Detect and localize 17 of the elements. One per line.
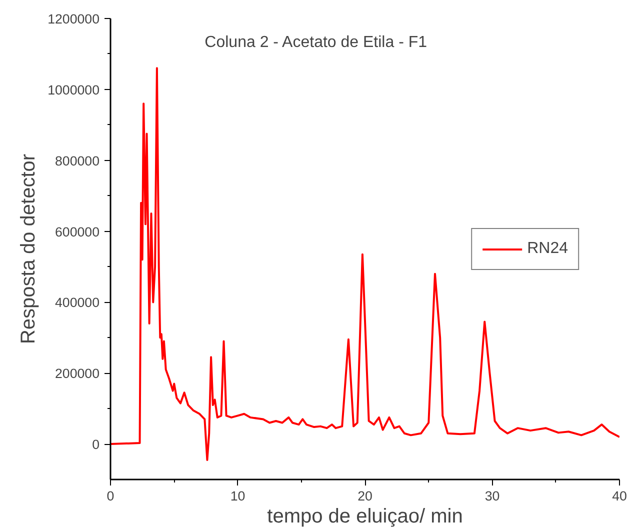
x-tick-label: 20: [358, 488, 372, 504]
x-tick-label: 10: [230, 488, 246, 504]
x-axis-title: tempo de eluiçao/ min: [267, 506, 463, 528]
y-tick-label: 1000000: [48, 82, 100, 98]
y-tick-label: 0: [92, 437, 100, 452]
y-tick-label: 800000: [55, 153, 100, 168]
text: Coluna 2 - Acetato de Etila - F1: [204, 34, 428, 51]
legend-label: RN24: [527, 240, 568, 258]
x-tick-label: 40: [612, 488, 627, 504]
y-tick-label: 200000: [55, 366, 100, 382]
x-tick-label: 0: [106, 488, 114, 504]
y-tick-label: 1200000: [48, 12, 100, 26]
x-tick-label: 30: [484, 488, 500, 504]
y-tick-label: 400000: [55, 295, 100, 310]
line-series: [110, 67, 620, 461]
y-axis-title: Resposta do detector: [18, 154, 40, 344]
y-tick-label: 600000: [55, 224, 100, 240]
